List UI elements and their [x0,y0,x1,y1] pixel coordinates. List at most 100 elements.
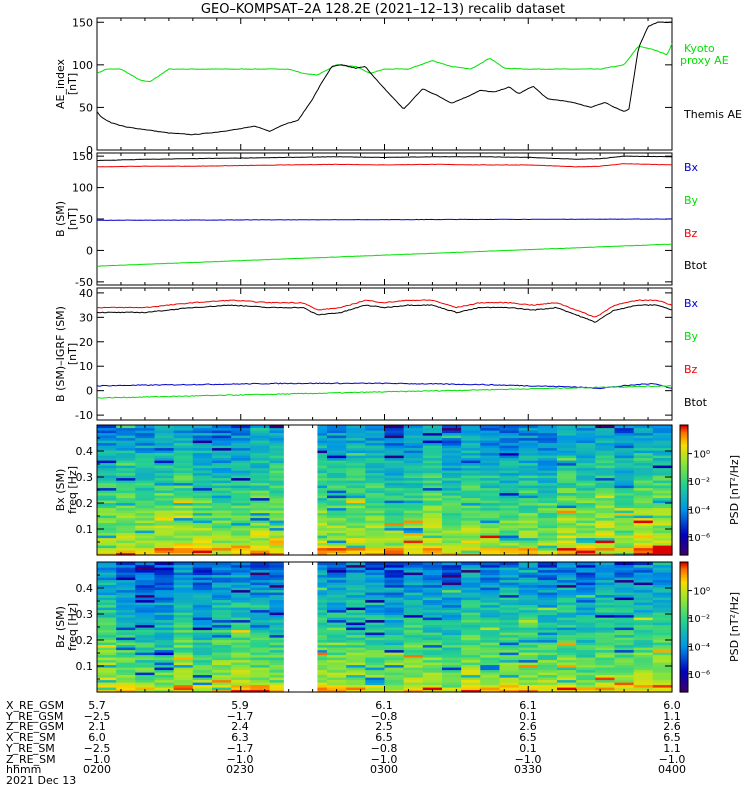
spectrogram-cell [250,632,271,636]
spectrogram-cell [231,627,251,631]
spectrogram-cell [346,532,366,536]
spectrogram-cell [231,674,251,678]
spectrogram-cell [212,612,232,616]
spectrogram-cell [346,480,366,484]
spectrogram-cell [307,639,328,643]
spectrogram-cell [461,582,481,586]
spectrogram-cell [365,667,386,671]
spectrogram-cell [480,435,501,439]
spectrogram-cell [461,542,481,546]
spectrogram-cell [346,654,366,658]
spectrogram-cell [499,657,520,661]
spectrogram-cell [633,485,654,489]
spectrogram-cell [633,617,654,621]
spectrogram-cell [633,594,654,598]
spectrogram-cell [346,682,366,686]
spectrogram-cell [633,452,654,456]
spectrogram-cell [633,672,654,676]
spectrogram-cell [135,687,156,691]
spectrogram-cell [327,599,347,603]
spectrogram-cell [269,552,290,556]
spectrogram-cell [231,512,251,516]
spectrogram-cell [135,594,156,598]
spectrogram-cell [97,644,117,648]
spectrogram-cell [173,607,194,611]
spectrogram-cell [269,567,290,571]
spectrogram-cell [269,517,290,521]
spectrogram-cell [499,522,520,526]
spectrogram-cell [595,629,616,633]
spectrogram-cell [192,525,213,529]
spectrogram-cell [346,462,366,466]
spectrogram-cell [346,599,366,603]
spectrogram-cell [365,447,386,451]
spectrogram-cell [595,614,616,618]
spectrogram-cell [442,442,462,446]
spectrogram-cell [135,619,156,623]
spectrogram-cell [154,684,175,688]
spectrogram-cell [97,632,117,636]
spectrogram-cell [173,684,194,688]
spectrogram-cell [403,677,424,681]
spectrogram-cell [461,592,481,596]
spectrogram-cell [327,582,347,586]
spectrogram-cell [518,472,539,476]
y-tick-label: 150 [72,16,93,29]
spectrogram-cell [307,587,328,591]
ephemeris-value: 1.1 [663,709,681,723]
spectrogram-cell [307,689,328,693]
spectrogram-cell [557,579,577,583]
spectrogram-cell [365,582,386,586]
spectrogram-cell [499,457,520,461]
y-tick-label: 0.2 [76,497,94,510]
spectrogram-cell [480,537,501,541]
spectrogram-cell [537,679,558,683]
spectrogram-cell [250,637,271,641]
spectrogram-cell [365,569,386,573]
spectrogram-cell [365,487,386,491]
spectrogram-cell [537,597,558,601]
spectrogram-cell [537,582,558,586]
colorbar-tick-label: 10⁻⁴ [688,506,710,517]
spectrogram-cell [116,492,136,496]
spectrogram-cell [97,612,117,616]
spectrogram-cell [346,607,366,611]
spectrogram-cell [384,687,405,691]
spectrogram-cell [595,537,616,541]
colorbar-step [680,500,688,504]
spectrogram-cell [365,470,386,474]
spectrogram-cell [212,532,232,536]
spectrogram-cell [250,452,271,456]
spectrogram-cell [480,659,501,663]
spectrogram-cell [346,632,366,636]
spectrogram-cell [499,669,520,673]
spectrogram-cell [422,669,443,673]
y-tick-label: 0 [86,144,93,157]
spectrogram-cell [384,609,405,613]
spectrogram-cell [422,567,443,571]
spectrogram-cell [576,564,596,568]
spectrogram-cell [537,584,558,588]
spectrogram-cell [633,657,654,661]
spectrogram-cell [537,467,558,471]
spectrogram-cell [365,672,386,676]
ephemeris-value: −1.0 [658,752,686,766]
spectrogram-cell [250,604,271,608]
spectrogram-cell [633,569,654,573]
spectrogram-cell [327,564,347,568]
spectrogram-cell [327,574,347,578]
spectrogram-cell [307,475,328,479]
spectrogram-cell [250,662,271,666]
spectrogram-cell [269,440,290,444]
spectrogram-cell [269,490,290,494]
colorbar-step [680,451,688,454]
spectrogram-cell [595,592,616,596]
spectrogram-cell [192,647,213,651]
ephemeris-value: 0300 [370,763,398,777]
spectrogram-cell [557,607,577,611]
spectrogram-cell [192,582,213,586]
spectrogram-cell [231,520,251,524]
spectrogram-cell [327,634,347,638]
spectrogram-cell [154,687,175,691]
y-tick-label: 150 [72,150,93,163]
